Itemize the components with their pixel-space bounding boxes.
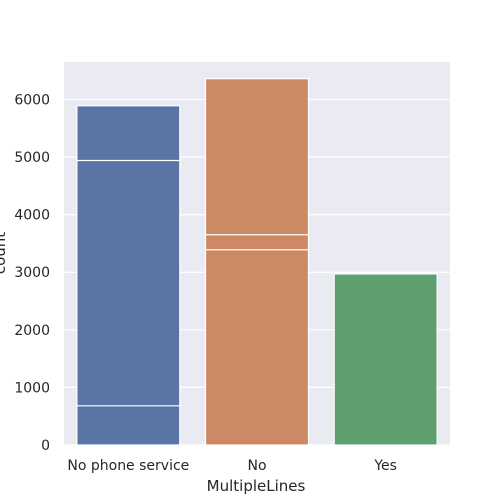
y-tick-label: 2000 (14, 323, 50, 339)
y-tick-label: 1000 (14, 380, 50, 396)
x-tick-labels: No phone service No Yes (67, 458, 397, 474)
x-tick-label: Yes (373, 458, 397, 474)
bar (333, 273, 438, 446)
y-tick-label: 3000 (14, 265, 50, 281)
bar (204, 78, 310, 446)
y-tick-label: 4000 (14, 208, 50, 224)
x-axis-label: MultipleLines (207, 477, 306, 495)
y-axis-label: count (0, 232, 9, 274)
y-tick-labels: 0 1000 2000 3000 4000 5000 6000 (14, 92, 50, 454)
y-tick-label: 5000 (14, 150, 50, 166)
bar (76, 105, 181, 446)
bars (76, 78, 438, 446)
x-tick-label: No (247, 458, 266, 474)
x-tick-label: No phone service (67, 458, 189, 474)
y-tick-label: 6000 (14, 92, 50, 108)
y-tick-label: 0 (41, 438, 50, 454)
